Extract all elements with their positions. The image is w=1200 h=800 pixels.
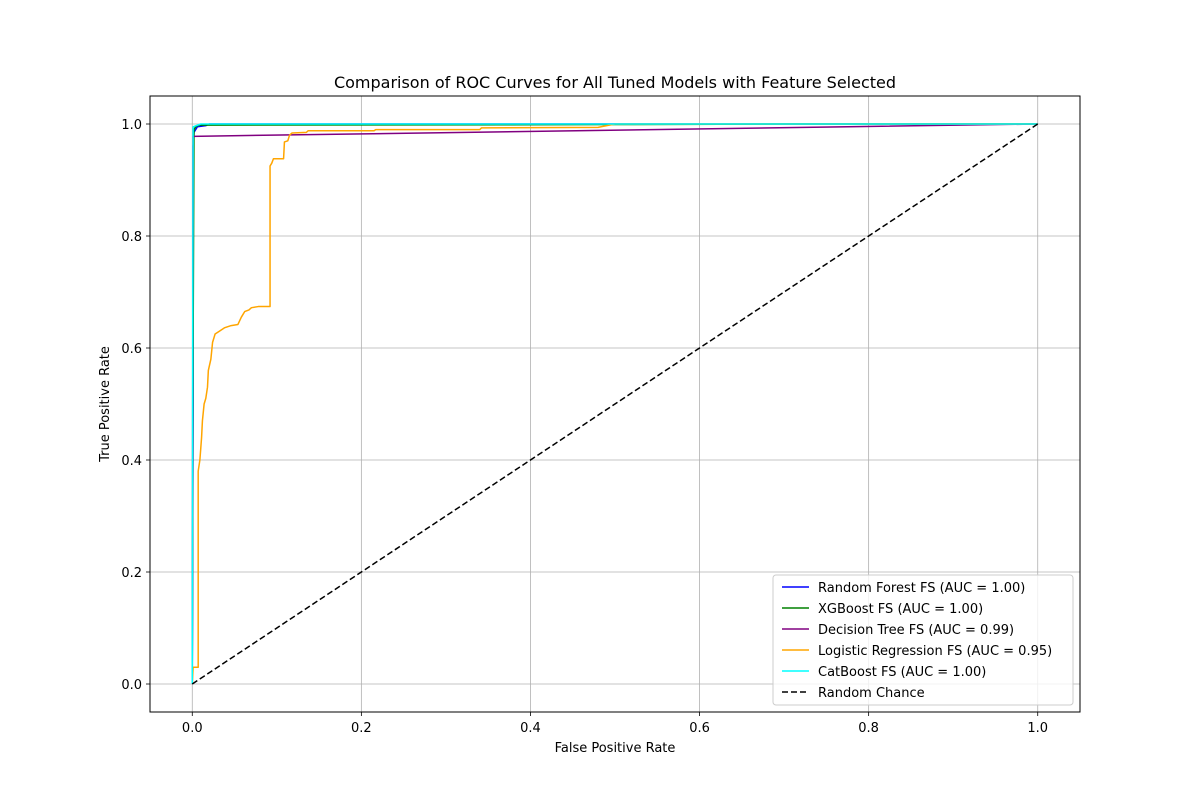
y-tick-label: 1.0 [121, 118, 142, 133]
legend-label: XGBoost FS (AUC = 1.00) [818, 602, 983, 617]
legend-label: Logistic Regression FS (AUC = 0.95) [818, 644, 1052, 659]
y-axis-label: True Positive Rate [98, 346, 113, 463]
legend: Random Forest FS (AUC = 1.00) XGBoost FS … [773, 575, 1073, 705]
chart-title: Comparison of ROC Curves for All Tuned M… [334, 73, 896, 92]
x-tick-label: 0.4 [520, 721, 541, 736]
y-tick-label: 0.2 [121, 566, 142, 581]
legend-label: Random Chance [818, 686, 925, 701]
x-tick-label: 0.0 [182, 721, 203, 736]
x-axis-label: False Positive Rate [555, 741, 676, 756]
x-tick-label: 0.8 [858, 721, 879, 736]
legend-label: Random Forest FS (AUC = 1.00) [818, 581, 1025, 596]
x-tick-label: 1.0 [1027, 721, 1048, 736]
x-tick-label: 0.2 [351, 721, 372, 736]
y-tick-label: 0.0 [121, 678, 142, 693]
y-tick-label: 0.8 [121, 230, 142, 245]
x-tick-label: 0.6 [689, 721, 710, 736]
legend-label: CatBoost FS (AUC = 1.00) [818, 665, 986, 680]
legend-label: Decision Tree FS (AUC = 0.99) [818, 623, 1014, 638]
y-tick-label: 0.6 [121, 342, 142, 357]
y-tick-label: 0.4 [121, 454, 142, 469]
